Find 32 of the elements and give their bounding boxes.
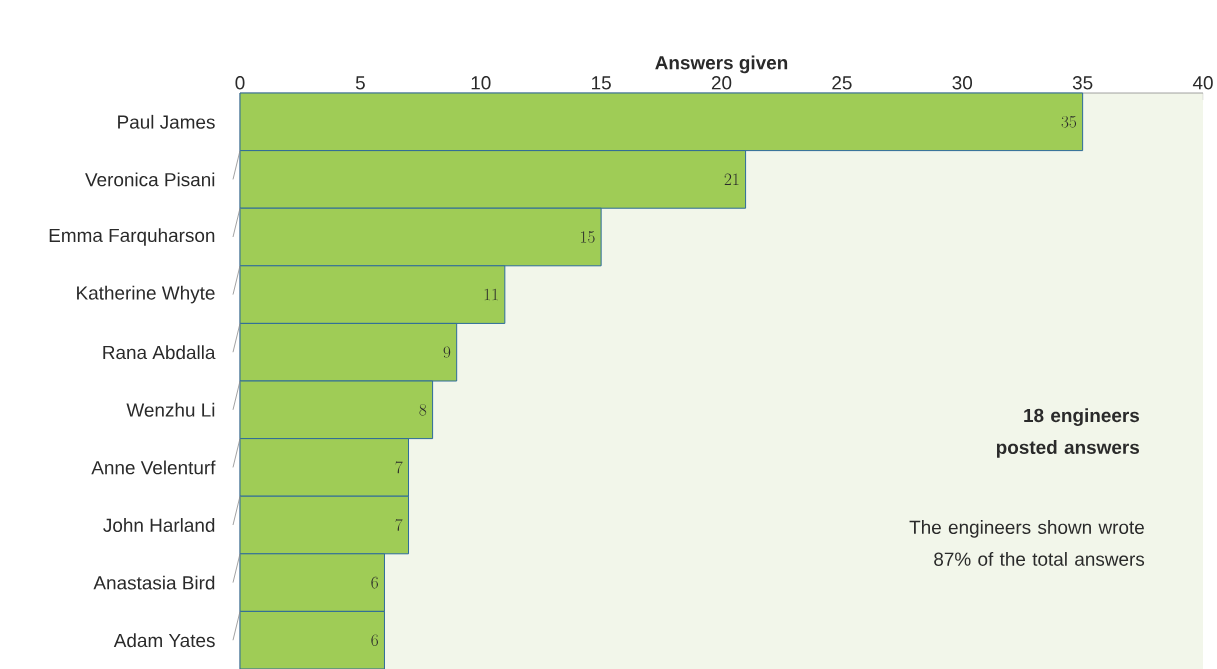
data-label: 15 — [581, 231, 595, 243]
data-label: 11 — [484, 288, 498, 301]
y-tick-label: John Harland — [103, 518, 215, 532]
y-tick-label: Emma Farquharson — [49, 228, 215, 246]
data-label: 6 — [371, 576, 378, 589]
y-tick-label: Adam Yates — [113, 633, 215, 648]
x-tick-label: 35 — [1072, 76, 1093, 90]
x-axis-title: Answers given — [655, 55, 788, 74]
x-tick-label: 5 — [355, 76, 365, 90]
x-tick-label: 30 — [952, 76, 973, 90]
data-label: 7 — [395, 518, 403, 531]
y-tick-label: Veronica Pisani — [85, 172, 215, 187]
x-tick-label: 0 — [235, 76, 245, 90]
y-tick-label: Anne Velenturf — [91, 460, 216, 475]
y-tick-label: Wenzhu Li — [126, 402, 215, 417]
x-tick-label: 10 — [471, 76, 491, 90]
data-label: 35 — [1061, 115, 1077, 128]
data-label: 6 — [371, 634, 378, 647]
data-label: 8 — [419, 403, 427, 416]
x-tick-label: 20 — [711, 76, 732, 90]
x-tick-label: 25 — [832, 76, 852, 90]
data-label: 7 — [395, 461, 403, 474]
annotation: The engineers shown wrote 87% of the total answers — [909, 520, 1145, 566]
y-tick-label: Anastasia Bird — [93, 575, 215, 590]
x-tick-label: 40 — [1192, 76, 1213, 90]
y-tick-label: Paul James — [118, 114, 215, 129]
x-tick-label: 15 — [592, 76, 611, 90]
y-tick-label: Rana Abdalla — [103, 345, 216, 360]
data-label: 9 — [443, 346, 451, 359]
data-label: 21 — [724, 173, 739, 185]
y-tick-label: Katherine Whyte — [77, 285, 215, 304]
annotation: 18 engineers posted answers — [996, 408, 1140, 458]
